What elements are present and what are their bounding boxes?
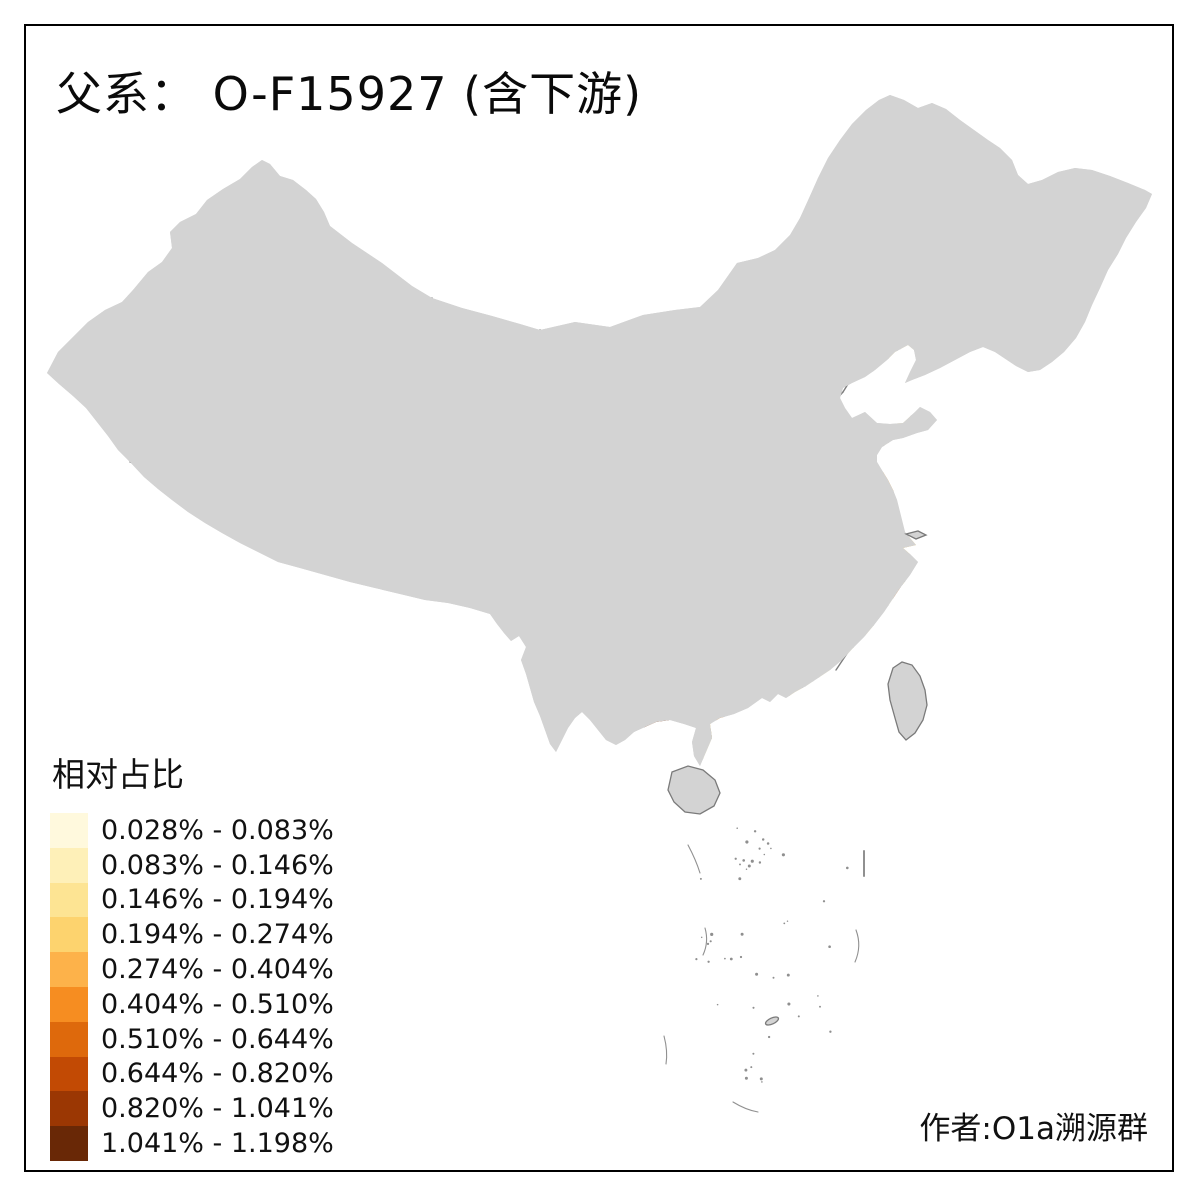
islet-dot: [710, 932, 714, 936]
taiwan-island: [887, 661, 928, 741]
islet-dot: [716, 1003, 719, 1006]
islet-dot: [783, 922, 786, 925]
islet-dot: [736, 827, 738, 829]
legend-label: 1.041% - 1.198%: [101, 1128, 334, 1160]
islet-dot: [763, 853, 766, 856]
legend-label: 0.510% - 0.644%: [101, 1023, 334, 1055]
legend-swatch: [50, 1091, 88, 1127]
islet-dot: [787, 1002, 791, 1006]
islet-dot: [752, 1006, 755, 1009]
prefecture-region: [846, 654, 870, 673]
islet-dot: [709, 940, 712, 943]
pratas-island: [764, 1016, 780, 1026]
legend-label: 0.028% - 0.083%: [101, 814, 334, 846]
page-title: 父系： O-F15927 (含下游): [56, 67, 643, 121]
islet-dot: [744, 1068, 748, 1072]
islet-dot: [786, 973, 790, 977]
islet-dot: [819, 1005, 821, 1008]
south-china-sea-islands: [663, 827, 865, 1113]
legend-item: 0.820% - 1.041%: [50, 1091, 334, 1127]
islet-dot: [829, 1030, 832, 1033]
islet-dot: [750, 859, 754, 863]
islet-dot: [747, 864, 751, 868]
legend-item: 0.146% - 0.194%: [50, 882, 334, 918]
islet-dot: [700, 936, 703, 939]
islet-dot: [699, 877, 702, 880]
islet-dot: [750, 1066, 753, 1069]
islet-dot: [772, 976, 775, 979]
islet-dot: [707, 960, 710, 963]
legend-label: 0.146% - 0.194%: [101, 884, 334, 916]
islet-dot: [740, 932, 744, 936]
legend-label: 0.194% - 0.274%: [101, 919, 334, 951]
hainan-island: [667, 765, 721, 815]
islet-dot: [695, 958, 698, 961]
islet-dot: [744, 1076, 748, 1080]
islands: [667, 530, 928, 1026]
islet-dot: [755, 972, 759, 976]
islet-dot: [817, 995, 819, 997]
legend-label: 0.820% - 1.041%: [101, 1093, 334, 1125]
islet-dot: [758, 861, 762, 864]
legend-item: 0.083% - 0.146%: [50, 847, 334, 883]
islet-dot: [761, 1081, 763, 1083]
islet-dot: [734, 857, 737, 860]
islet-dot: [828, 945, 831, 949]
legend-swatch: [50, 952, 88, 987]
attribution: 作者:O1a溯源群: [919, 1111, 1148, 1147]
islet-dot: [759, 1077, 763, 1081]
legend-item: 0.510% - 0.644%: [50, 1021, 334, 1057]
prefecture-region: [763, 702, 782, 721]
legend: 相对占比 0.028% - 0.083% 0.083% - 0.146% 0.146…: [50, 748, 334, 1161]
islet-dot: [738, 877, 742, 881]
islet-dot: [758, 847, 761, 850]
legend-swatch: [50, 1021, 88, 1057]
islet-dot: [761, 838, 765, 841]
islet-dot: [745, 840, 749, 844]
national-boundary: [46, 94, 1153, 767]
islet-dot: [706, 942, 710, 946]
islet-dot: [729, 957, 733, 961]
legend-item: 0.028% - 0.083%: [50, 813, 334, 848]
islet-dot: [739, 863, 741, 866]
legend-swatch: [50, 813, 88, 848]
legend-item: 0.274% - 0.404%: [50, 952, 334, 987]
legend-label: 0.274% - 0.404%: [101, 954, 334, 986]
islet-dot: [753, 830, 757, 833]
legend-rows: 0.028% - 0.083% 0.083% - 0.146% 0.146% - 0…: [50, 813, 334, 1161]
legend-swatch: [50, 1056, 88, 1092]
islet-dot: [797, 1015, 800, 1018]
islet-dot: [822, 900, 826, 903]
islet-dot: [739, 955, 743, 959]
legend-item: 1.041% - 1.198%: [50, 1126, 334, 1161]
prefecture-region: [871, 630, 890, 652]
islet-dot: [752, 1052, 755, 1055]
legend-swatch: [50, 882, 88, 918]
legend-title: 相对占比: [52, 755, 184, 794]
legend-item: 0.644% - 0.820%: [50, 1056, 334, 1092]
legend-item: 0.404% - 0.510%: [50, 986, 334, 1022]
legend-item: 0.194% - 0.274%: [50, 917, 334, 953]
legend-label: 0.644% - 0.820%: [101, 1058, 334, 1090]
islet-dot: [745, 868, 748, 870]
legend-swatch: [50, 917, 88, 953]
islet-dot: [786, 920, 789, 922]
islet-dot: [742, 859, 746, 862]
islet-dot: [767, 1035, 771, 1039]
islet-dot: [781, 853, 785, 857]
legend-label: 0.083% - 0.146%: [101, 849, 334, 881]
prefecture-region: [891, 353, 908, 371]
legend-swatch: [50, 847, 88, 883]
islet-dot: [766, 842, 770, 845]
chongming-island: [904, 530, 928, 540]
islet-dot: [770, 847, 772, 850]
legend-swatch: [50, 986, 88, 1022]
islet-dot: [724, 957, 726, 960]
prefecture-region: [905, 628, 919, 646]
islet-dot: [845, 866, 849, 870]
legend-swatch: [50, 1126, 88, 1161]
legend-label: 0.404% - 0.510%: [101, 988, 334, 1020]
